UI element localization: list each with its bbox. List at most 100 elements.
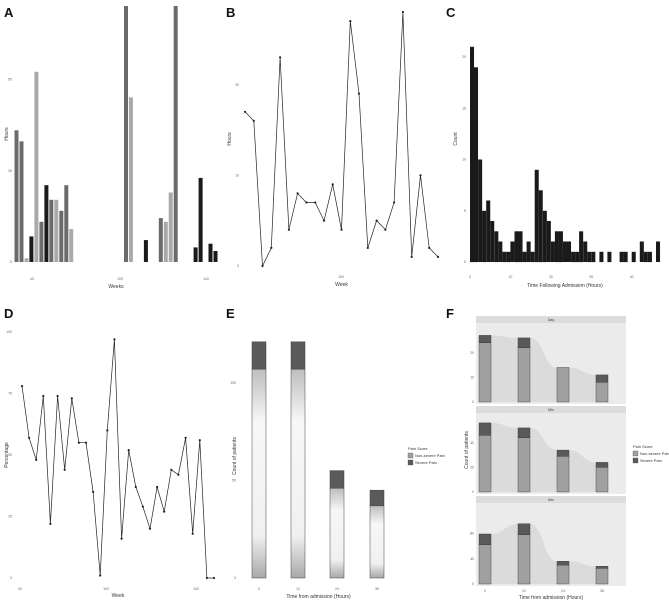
histogram-bar-20	[550, 241, 555, 262]
histogram-bar-44	[647, 251, 652, 263]
bar-a-5	[39, 221, 44, 262]
histogram-bar-13	[522, 251, 527, 263]
flow-ribbon-0-0	[491, 335, 518, 402]
stacked-bar-f-0-0-2	[556, 367, 570, 403]
stacked-bar-f-0-0-0	[478, 342, 492, 403]
x-tick-label: 40	[18, 587, 22, 591]
stacked-bar-f-2-1-2	[556, 561, 570, 566]
stacked-bar-e-1-1	[290, 341, 306, 370]
y-tick-label: 0	[472, 490, 474, 494]
histogram-bar-18	[542, 210, 547, 263]
histogram-bar-19	[546, 221, 551, 262]
x-tick-label: 0	[484, 589, 486, 593]
x-tick-label: 12	[296, 587, 300, 591]
histogram-bar-7	[498, 241, 503, 262]
histogram-bar-21	[554, 231, 559, 263]
point-b-4	[279, 56, 282, 59]
legend-label: Non-severe Pain	[415, 453, 445, 458]
histogram-bar-23	[563, 241, 568, 262]
point-b-22	[436, 255, 440, 258]
legend-swatch-0	[407, 452, 414, 459]
bar-a-7	[49, 199, 54, 262]
histogram-bar-25	[571, 251, 576, 263]
histogram-bar-12	[518, 231, 523, 263]
flow-ribbon-0-1	[530, 337, 557, 402]
point-b-16	[384, 228, 387, 231]
y-tick-label: 15	[462, 107, 466, 111]
panel-c-chart: Time Following Admission (Hours) Count 0 10…	[453, 46, 661, 289]
x-tick-label: 36	[375, 587, 379, 591]
point-d-5	[56, 394, 59, 398]
point-b-1	[252, 119, 255, 122]
histogram-bar-37	[619, 251, 624, 263]
facet-strip-1	[476, 406, 626, 413]
histogram-bar-43	[643, 251, 648, 263]
facet-strip-label: Sev	[548, 498, 554, 502]
histogram-bar-15	[530, 251, 535, 263]
stacked-bar-f-2-1-0	[478, 533, 492, 546]
stacked-bar-f-1-1-2	[556, 449, 570, 457]
panel-b-chart: Week Hours 100 0 10 20	[227, 10, 440, 288]
point-d-15	[127, 449, 130, 452]
point-d-6	[63, 468, 66, 471]
y-tick-label: 0	[472, 400, 474, 404]
histogram-bar-0	[470, 46, 475, 263]
y-tick-label: 20	[462, 55, 466, 59]
point-d-24	[191, 532, 194, 535]
y-tick-label: 10	[462, 158, 466, 162]
y-axis-title: Percentage	[4, 442, 10, 468]
flow-ribbon-1-2	[569, 450, 596, 492]
y-axis-title: Count of patients	[232, 437, 238, 475]
point-d-2	[35, 458, 38, 461]
point-b-9	[322, 219, 326, 222]
histogram-bar-42	[639, 241, 644, 262]
stacked-bar-f-2-0-2	[556, 564, 570, 585]
x-tick-label: 0	[258, 587, 260, 591]
x-tick-label: 0	[469, 275, 471, 279]
y-tick-label: 25	[8, 169, 12, 173]
histogram-bar-5	[490, 221, 495, 262]
flow-ribbon-0-2	[569, 367, 596, 402]
y-tick-label: 80	[470, 532, 474, 536]
histogram-bar-4	[486, 200, 491, 262]
stacked-bar-f-2-0-3	[595, 568, 609, 585]
point-b-12	[349, 20, 352, 23]
panel-letter-B: B	[226, 5, 235, 20]
legend-label: Severe Pain	[640, 458, 662, 463]
panel-e-chart: 0 12 24 36 Time from admission (Hours) Count …	[230, 341, 445, 600]
point-d-7	[70, 397, 73, 400]
histogram-bar-24	[567, 241, 572, 262]
point-d-0	[20, 385, 24, 388]
point-b-0	[243, 110, 247, 113]
facet-strip-label: Mix	[548, 408, 554, 412]
histogram-bar-2	[478, 159, 483, 262]
stacked-bar-e-0-0	[251, 368, 267, 579]
stacked-bar-e-0-3	[369, 505, 385, 579]
legend-label: Severe Pain	[415, 460, 437, 465]
point-b-21	[428, 246, 431, 249]
point-d-1	[28, 436, 31, 439]
x-tick-label: 24	[561, 589, 565, 593]
point-b-15	[375, 219, 378, 222]
histogram-bar-16	[534, 169, 539, 263]
x-tick-label: 12	[522, 589, 526, 593]
stacked-bar-f-2-1-3	[595, 566, 609, 569]
bar-a-2	[24, 258, 29, 262]
flow-ribbon-1-0	[491, 422, 518, 492]
point-b-6	[296, 192, 299, 195]
histogram-bar-9	[506, 251, 511, 263]
stacked-bar-f-1-0-1	[517, 437, 531, 493]
panel-letter-A: A	[4, 5, 14, 20]
y-axis-title: Count of patients	[464, 431, 470, 469]
bar-a-26	[143, 240, 148, 262]
stacked-bar-f-2-0-1	[517, 534, 531, 585]
x-axis-title: Time Following Admission (Hours)	[527, 283, 603, 289]
bar-a-3	[29, 236, 34, 262]
bar-a-37	[198, 177, 203, 262]
bar-a-6	[44, 185, 49, 262]
y-tick-label: 100	[6, 330, 12, 334]
stacked-bar-f-0-0-1	[517, 347, 531, 403]
histogram-bar-30	[591, 251, 596, 263]
point-d-19	[156, 485, 159, 489]
panel-letter-D: D	[4, 306, 13, 321]
